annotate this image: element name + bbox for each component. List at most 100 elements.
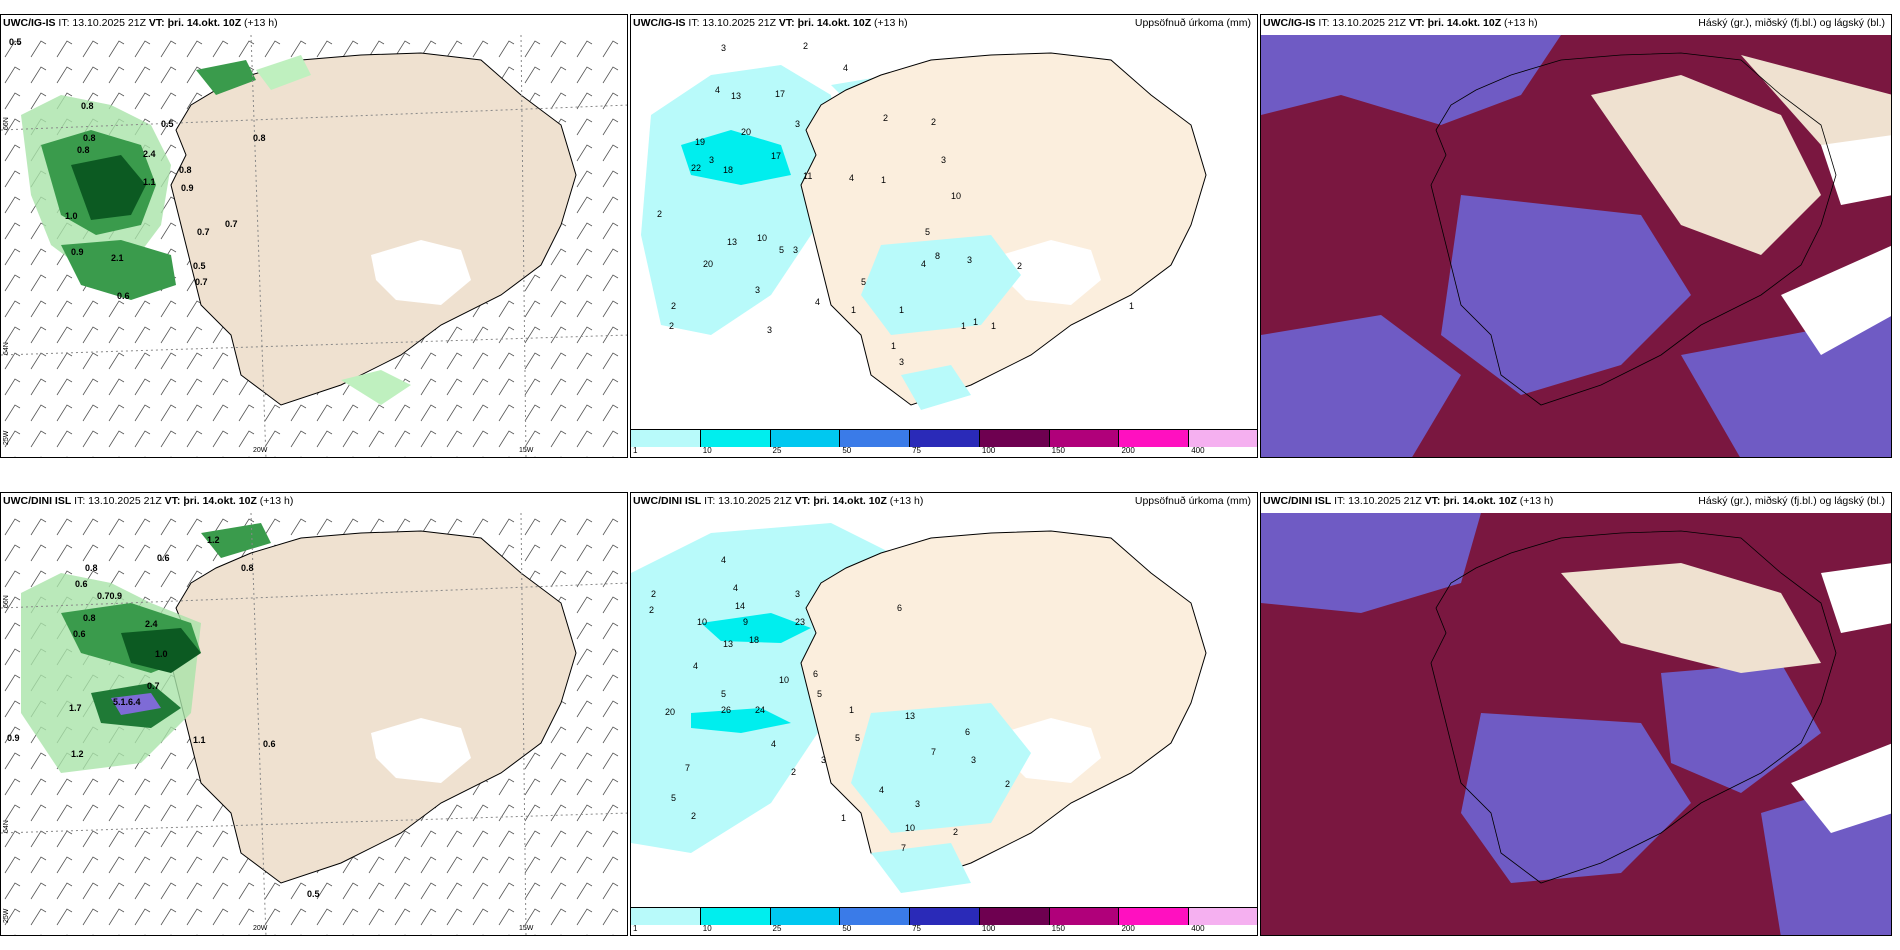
- value-label: 4: [733, 583, 739, 593]
- value-label: 0.5: [161, 119, 174, 129]
- colorbar-cell: [700, 908, 771, 925]
- value-label: 4: [843, 63, 849, 73]
- colorbar-tick-label: 25: [772, 446, 782, 455]
- map-wind-precip: [1, 35, 627, 457]
- panel-header: UWC/IG-IS IT: 13.10.2025 21Z VT: þri. 14…: [1263, 17, 1538, 29]
- value-label: 7: [931, 747, 937, 757]
- value-label: 1: [891, 341, 897, 351]
- value-label: 26: [721, 705, 732, 715]
- value-label: 2: [657, 209, 663, 219]
- value-label: 1: [881, 175, 887, 185]
- value-label: 9: [743, 617, 749, 627]
- colorbar-cell: [770, 430, 841, 447]
- value-label: 3: [709, 155, 715, 165]
- value-label: 1: [991, 321, 997, 331]
- panel-title: Háský (gr.), miðský (fj.bl.) og lágský (…: [1698, 17, 1885, 29]
- panel-header: UWC/DINI ISL IT: 13.10.2025 21Z VT: þri.…: [3, 495, 294, 507]
- map-wind-precip: [1, 513, 627, 935]
- lat-label-66: 66N: [3, 117, 10, 130]
- colorbar-cell: [770, 908, 841, 925]
- lon-label-15: 15W: [519, 447, 534, 454]
- value-label: 0.5: [9, 37, 22, 47]
- value-label: 5: [817, 689, 823, 699]
- value-label: 0.8: [83, 613, 96, 623]
- value-label: 2: [883, 113, 889, 123]
- colorbar-cell: [840, 430, 911, 447]
- value-label: 3: [721, 43, 727, 53]
- value-label: 6: [897, 603, 903, 613]
- value-label: 2: [669, 321, 675, 331]
- colorbar-tick-label: 100: [981, 924, 996, 933]
- colorbar-cell: [1049, 908, 1120, 925]
- colorbar-tick-label: 1: [633, 924, 638, 933]
- value-label: 7: [901, 843, 907, 853]
- value-label: 1.2: [207, 535, 220, 545]
- panel-title: Háský (gr.), miðský (fj.bl.) og lágský (…: [1698, 495, 1885, 507]
- value-label: 17: [775, 89, 786, 99]
- lon-label-20: 20W: [253, 925, 268, 932]
- value-label: 5: [855, 733, 861, 743]
- value-label: 5: [925, 227, 931, 237]
- value-label: 2.1: [111, 253, 124, 263]
- map-clouds: [1261, 513, 1891, 935]
- lon-label-15: 15W: [519, 925, 534, 932]
- colorbar-tick-label: 150: [1051, 446, 1066, 455]
- map-accum-precip: [631, 523, 1207, 893]
- value-label: 14: [735, 601, 746, 611]
- value-label: 0.5: [307, 889, 320, 899]
- value-label: 0.6: [117, 291, 130, 301]
- value-label: 17: [771, 151, 782, 161]
- lon-label-25: 25W: [3, 908, 10, 923]
- value-label: 10: [757, 233, 768, 243]
- colorbar-cell: [631, 430, 701, 447]
- value-label: 13: [905, 711, 916, 721]
- value-label: 24: [755, 705, 766, 715]
- value-label: 4: [815, 297, 821, 307]
- colorbar-tick-label: 200: [1121, 924, 1135, 933]
- value-label: 1.0: [155, 649, 168, 659]
- value-label: 2: [803, 41, 809, 51]
- value-label: 3: [795, 589, 801, 599]
- value-label: 5: [671, 793, 677, 803]
- value-label: 3: [793, 245, 799, 255]
- value-label: 0.7: [197, 227, 210, 237]
- value-label: 1: [899, 305, 905, 315]
- value-label: 2.4: [143, 149, 156, 159]
- value-label: 11: [803, 171, 813, 181]
- value-label: 0.6: [73, 629, 86, 639]
- value-label: 2: [691, 811, 697, 821]
- colorbar-cell: [910, 908, 980, 925]
- value-label: 13: [727, 237, 738, 247]
- value-label: 18: [749, 635, 760, 645]
- value-label: 1: [849, 705, 855, 715]
- colorbar-tick-label: 25: [772, 924, 782, 933]
- colorbar-tick-label: 10: [702, 446, 712, 455]
- value-label: 13: [723, 639, 734, 649]
- value-label: 1.2: [71, 749, 84, 759]
- panel-header: UWC/DINI ISL IT: 13.10.2025 21Z VT: þri.…: [633, 495, 924, 507]
- value-label: 7: [685, 763, 691, 773]
- value-label: 0.9: [7, 733, 20, 743]
- colorbar-tick-label: 200: [1121, 446, 1135, 455]
- panel-header: UWC/IG-IS IT: 13.10.2025 21Z VT: þri. 14…: [633, 17, 908, 29]
- lat-label-64: 64N: [3, 342, 10, 355]
- colorbar-tick-label: 1: [633, 446, 638, 455]
- colorbar-cell: [979, 430, 1050, 447]
- value-label: 20: [665, 707, 676, 717]
- value-label: 2: [1005, 779, 1011, 789]
- value-label: 0.8: [85, 563, 98, 573]
- value-label: 22: [691, 163, 702, 173]
- value-label: 4: [693, 661, 699, 671]
- colorbar-tick-label: 10: [702, 924, 712, 933]
- value-label: 3: [767, 325, 773, 335]
- value-label: 20: [741, 127, 752, 137]
- value-label: 0.7: [147, 681, 160, 691]
- value-label: 0.8: [81, 101, 94, 111]
- value-label: 1.1: [143, 177, 156, 187]
- value-label: 0.6: [157, 553, 170, 563]
- value-label: 2: [651, 589, 657, 599]
- colorbar-tick-label: 75: [912, 924, 922, 933]
- value-label: 2: [671, 301, 677, 311]
- value-label: 10: [697, 617, 708, 627]
- value-label: 5: [721, 689, 727, 699]
